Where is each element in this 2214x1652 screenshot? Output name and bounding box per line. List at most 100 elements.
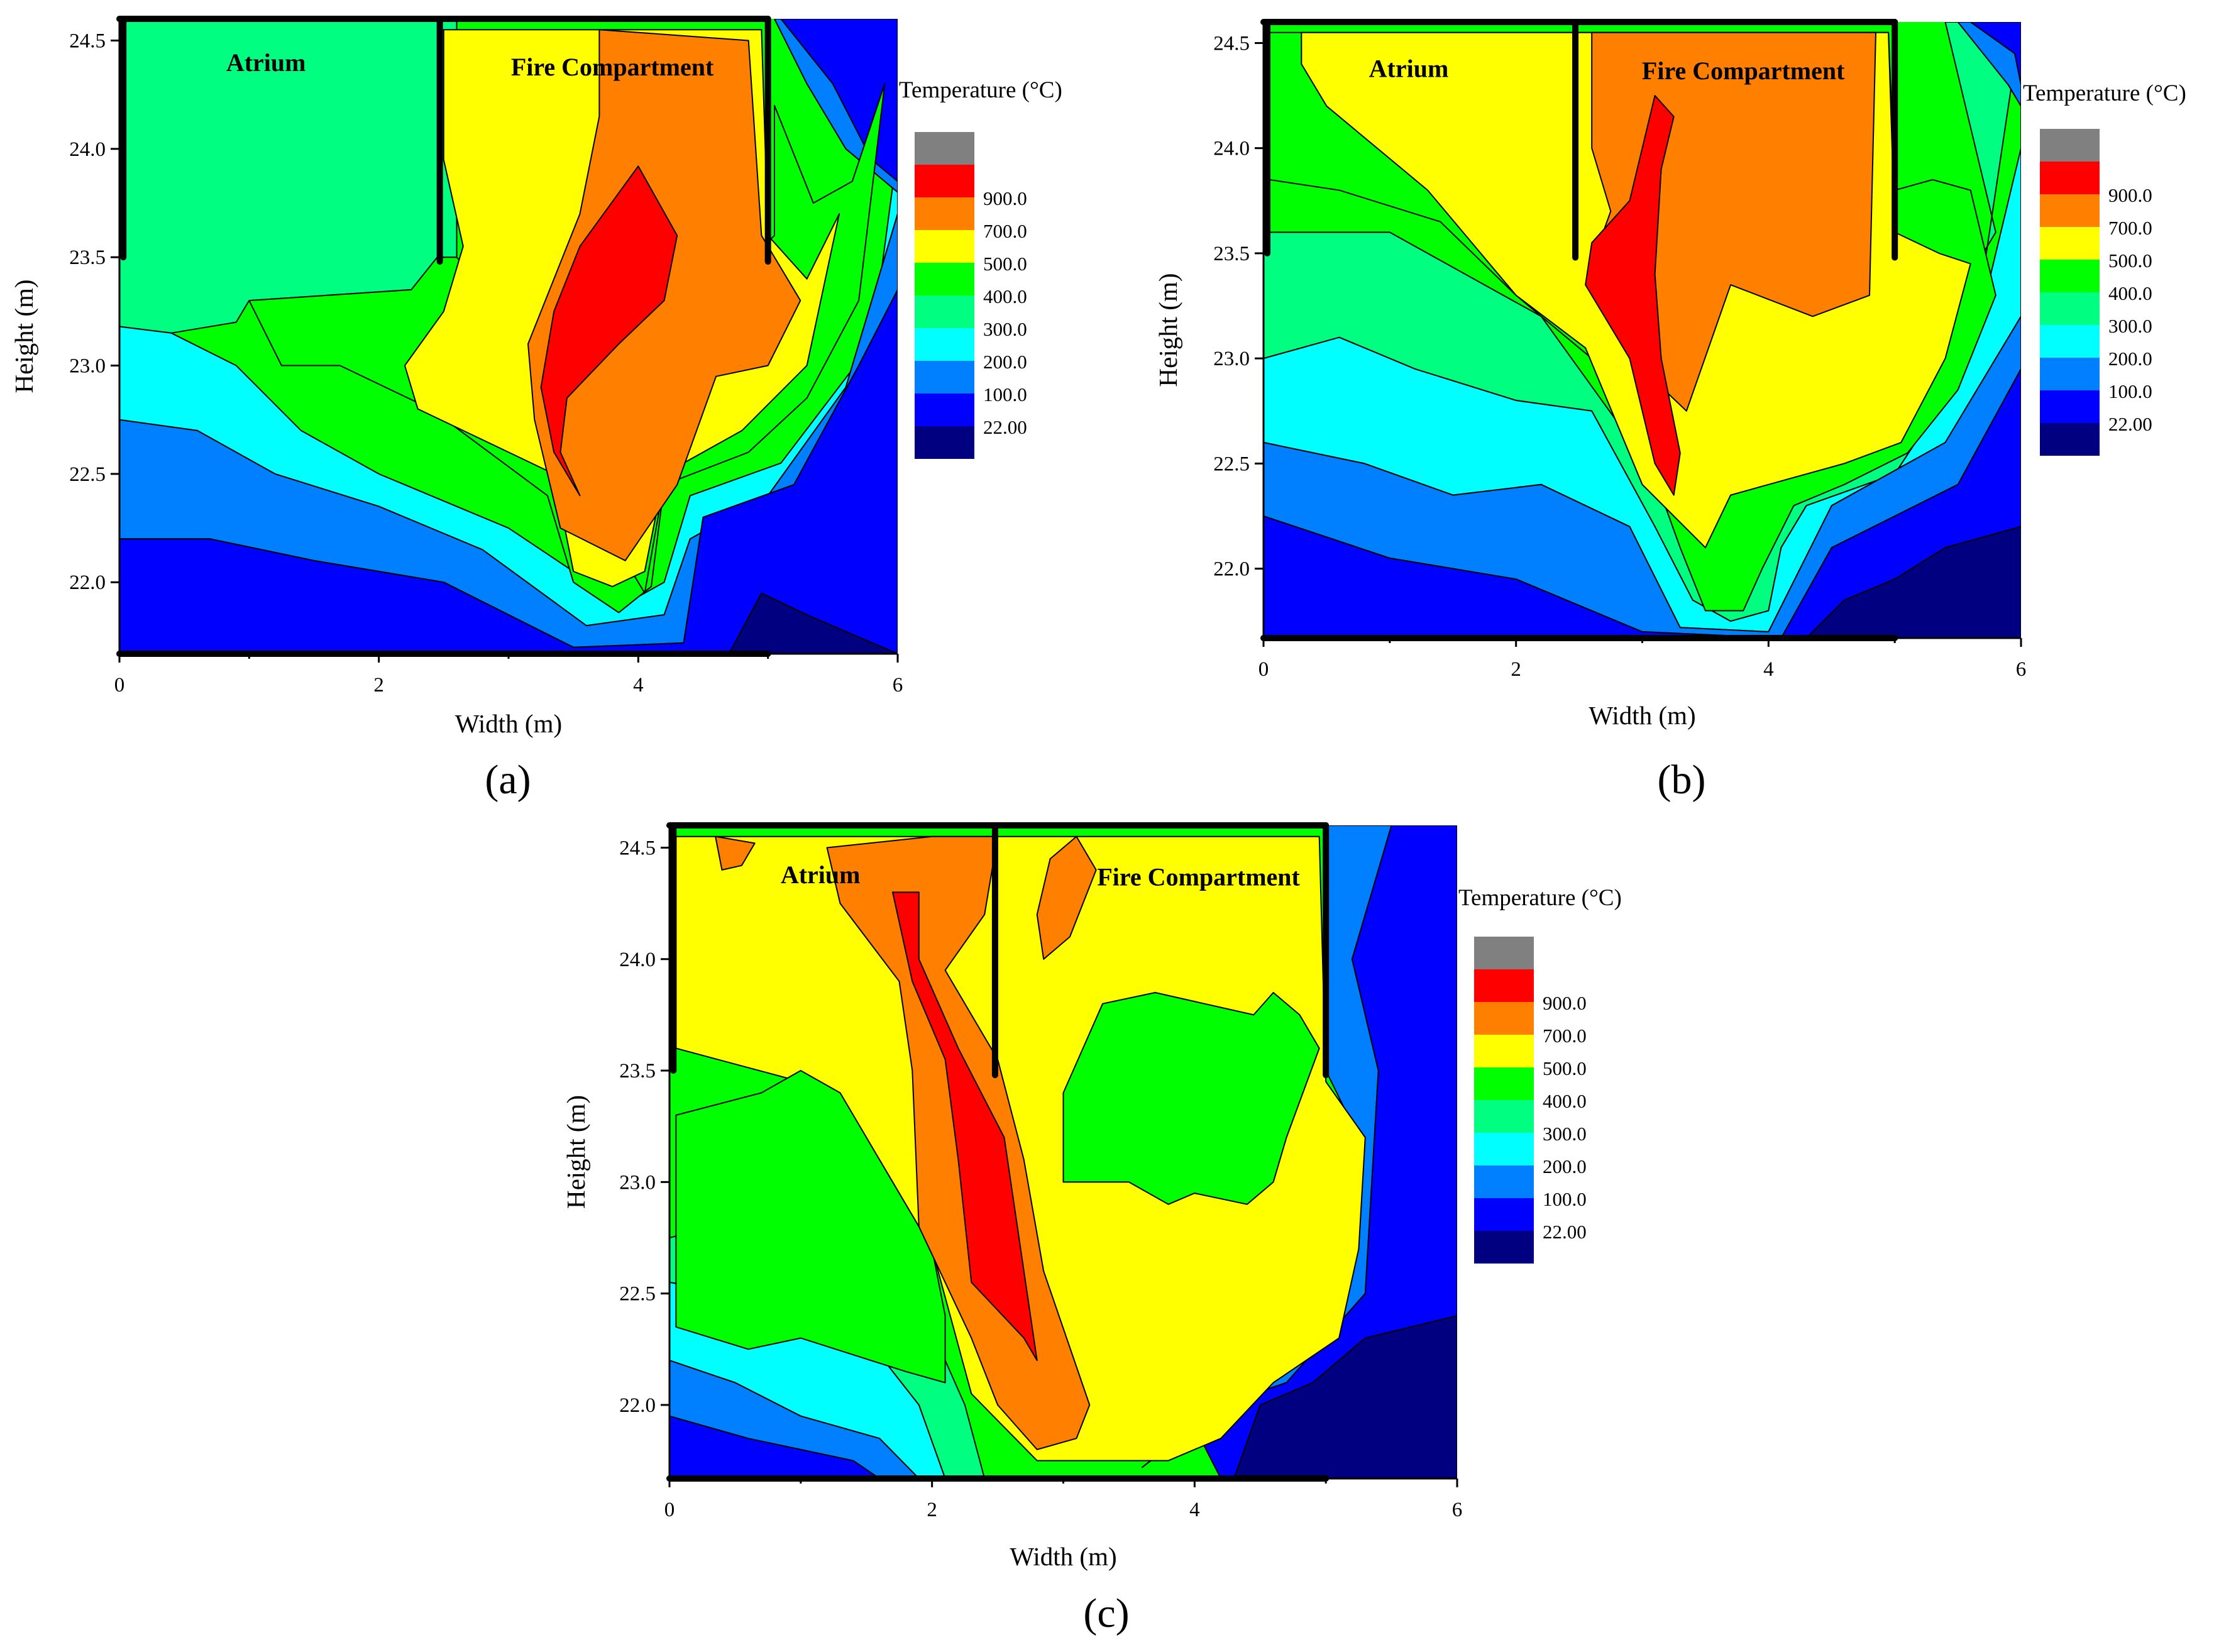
legend-label: 200.0 (983, 351, 1027, 373)
legend-label: 400.0 (1543, 1090, 1587, 1112)
legend-swatch (1474, 1133, 1534, 1165)
legend-swatch (915, 361, 974, 394)
legend-swatch (2040, 260, 2100, 292)
legend-label: 500.0 (2108, 250, 2152, 272)
legend-swatch (2040, 358, 2100, 390)
legend-label: 100.0 (983, 383, 1027, 405)
contour-green-2 (1062, 992, 1320, 1205)
x-tick-label: 4 (633, 674, 644, 697)
legend: Temperature (°C) 900.0 700.0 500.0 400.0 300.… (1458, 885, 1622, 1264)
legend-swatch (2040, 194, 2100, 227)
legend: Temperature (°C) 900.0 700.0 500.0 400.0 300.… (2023, 80, 2186, 456)
legend-label: 700.0 (983, 220, 1027, 242)
legend-label: 900.0 (983, 187, 1027, 209)
legend-swatch (915, 263, 974, 295)
legend-swatch (1474, 1035, 1534, 1067)
x-tick-label: 2 (1511, 658, 1521, 681)
y-tick-label: 23.0 (69, 355, 106, 378)
legend-swatch (915, 197, 974, 230)
legend-swatch (1474, 1067, 1534, 1100)
y-tick-label: 24.0 (1213, 138, 1250, 160)
legend-label: 200.0 (1543, 1155, 1587, 1177)
region-label: Fire Compartment (511, 53, 714, 81)
legend-label: 100.0 (1543, 1188, 1587, 1210)
legend-swatch (2040, 227, 2100, 260)
x-tick-label: 6 (1452, 1499, 1463, 1521)
legend-swatch (915, 328, 974, 361)
legend-swatch (1474, 1165, 1534, 1198)
legend-label: 300.0 (983, 318, 1027, 340)
region-label: Fire Compartment (1642, 57, 1845, 85)
legend-label: 900.0 (2108, 184, 2152, 206)
legend-title: Temperature (°C) (899, 77, 1062, 103)
temperature-band-4 (1264, 368, 2021, 638)
legend-label: 700.0 (1543, 1025, 1587, 1047)
y-tick-label: 22.5 (619, 1283, 656, 1306)
chart-panel-3: 0 2 4 6 22.0 22.5 23.0 23.5 24.0 24.5 Width (m) Hei… (561, 822, 1622, 1636)
y-tick-label: 22.0 (69, 571, 106, 594)
y-axis-title: Height (m) (9, 279, 38, 393)
x-tick-label: 2 (373, 674, 384, 697)
x-tick-label: 4 (1189, 1499, 1200, 1521)
legend-swatch (1474, 1198, 1534, 1231)
temperature-band-4 (119, 289, 898, 654)
legend-swatch (2040, 292, 2100, 325)
panel-label: (c) (1083, 1590, 1129, 1636)
y-tick-label: 22.0 (1213, 558, 1250, 581)
y-tick-label: 23.5 (619, 1060, 656, 1082)
contour-red-4 (540, 165, 678, 497)
y-tick-label: 24.5 (69, 30, 106, 52)
temperature-band-9 (1233, 1315, 1457, 1479)
region-label: Atrium (781, 861, 861, 889)
x-axis-title: Width (m) (1589, 701, 1695, 730)
y-tick-label: 23.5 (1213, 243, 1250, 265)
temperature-band-6 (1969, 22, 2021, 86)
legend-label: 500.0 (1543, 1057, 1587, 1079)
x-tick-label: 4 (1763, 658, 1774, 681)
legend-swatch (915, 132, 974, 165)
contour-green-3 (675, 1070, 946, 1384)
plot-area (669, 825, 1457, 1479)
x-tick-label: 6 (893, 674, 903, 697)
y-tick-label: 24.0 (619, 949, 656, 971)
legend-swatch (2040, 162, 2100, 194)
x-tick-label: 0 (1258, 658, 1269, 681)
contour-red-4 (1585, 95, 1681, 496)
legend-label: 500.0 (983, 253, 1027, 275)
legend-title: Temperature (°C) (1458, 885, 1622, 911)
chart-panel-1: 0 2 4 6 22.0 22.5 23.0 23.5 24.0 24.5 Width (m) Hei… (9, 16, 1062, 803)
legend-swatch (2040, 423, 2100, 456)
region-label: Fire Compartment (1097, 863, 1300, 891)
y-tick-label: 22.5 (1213, 453, 1250, 475)
legend-label: 700.0 (2108, 217, 2152, 239)
x-axis-title: Width (m) (1010, 1542, 1116, 1571)
y-tick-label: 24.5 (619, 837, 656, 859)
temperature-band-4 (669, 1415, 881, 1479)
plot-area (1264, 22, 2021, 638)
panel-label: (b) (1658, 757, 1706, 803)
temperature-band-5 (1805, 526, 2021, 638)
legend-swatch (1474, 937, 1534, 969)
legend-swatch (915, 165, 974, 197)
contour-orange-6 (715, 835, 756, 871)
legend-label: 22.00 (1543, 1221, 1587, 1243)
legend-label: 900.0 (1543, 992, 1587, 1014)
y-tick-label: 23.5 (69, 246, 106, 269)
legend-swatch (1474, 1100, 1534, 1133)
contour-orange-5 (1036, 835, 1097, 960)
temperature-band-5 (728, 592, 898, 654)
legend-label: 300.0 (2108, 315, 2152, 337)
legend-swatch (915, 295, 974, 328)
y-tick-label: 22.5 (69, 463, 106, 486)
legend-swatch (2040, 129, 2100, 162)
legend-title: Temperature (°C) (2023, 80, 2186, 106)
y-tick-label: 24.5 (1213, 32, 1250, 55)
legend-swatch (2040, 390, 2100, 423)
chart-panel-2: 0 2 4 6 22.0 22.5 23.0 23.5 24.0 24.5 Width (m) Hei… (1154, 19, 2186, 803)
y-axis-title: Height (m) (561, 1095, 590, 1209)
legend-swatch (1474, 1231, 1534, 1264)
legend-label: 200.0 (2108, 348, 2152, 370)
x-tick-label: 2 (927, 1499, 937, 1521)
x-axis-title: Width (m) (455, 709, 562, 738)
